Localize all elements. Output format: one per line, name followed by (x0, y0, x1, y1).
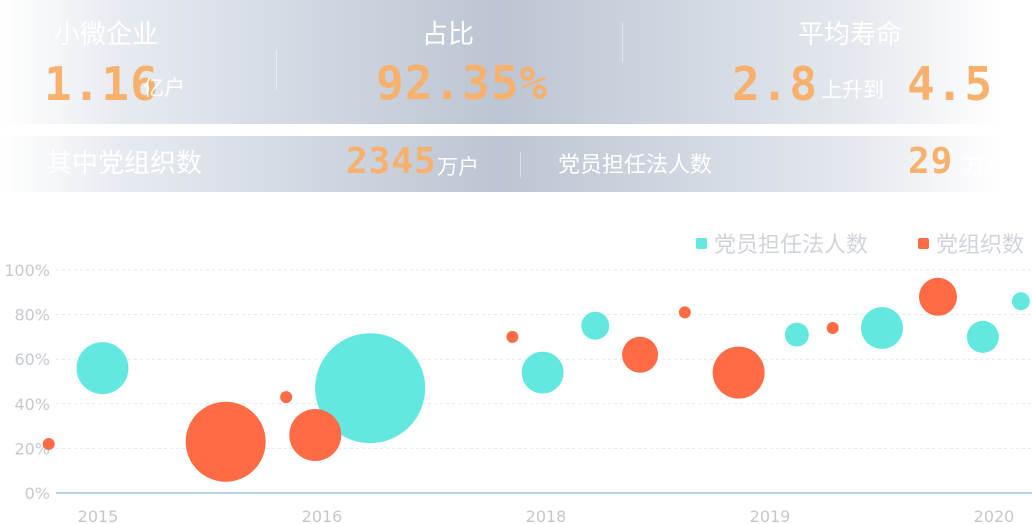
legend-swatch-orgs (918, 237, 929, 249)
bubbles (42, 277, 1030, 482)
party-orgs-value: 2345 (346, 141, 437, 182)
bubble-legal-persons[interactable] (581, 311, 610, 340)
lifespan-label: 平均寿命 (798, 20, 903, 50)
bubble-legal-persons[interactable] (315, 333, 426, 444)
y-tick-labels: 0% 20% 40% 60% 80% 100% (4, 261, 50, 503)
legend-item-orgs[interactable]: 党组织数 (918, 230, 1025, 258)
bubble-party-orgs[interactable] (622, 336, 659, 373)
legal-persons-unit: 万户 (963, 155, 1005, 179)
bubble-party-orgs[interactable] (506, 330, 519, 343)
x-tick-label: 2018 (526, 507, 567, 524)
panel-divider (276, 50, 277, 90)
lifespan-to-value: 4.5 (907, 57, 994, 111)
legend-swatch-legal (696, 237, 707, 249)
bubble-legal-persons[interactable] (76, 342, 129, 395)
bubble-party-orgs[interactable] (42, 437, 55, 450)
y-tick-label: 20% (14, 439, 50, 458)
bubble-party-orgs[interactable] (826, 321, 839, 334)
legend-item-legal[interactable]: 党员担任法人数 (696, 230, 869, 258)
bubble-legal-persons[interactable] (861, 306, 903, 349)
bubble-legal-persons[interactable] (966, 320, 999, 353)
bubble-party-orgs[interactable] (712, 346, 765, 399)
share-label: 占比 (422, 20, 475, 50)
bubble-party-orgs[interactable] (678, 306, 691, 319)
bubble-legal-persons[interactable] (784, 322, 809, 347)
y-tick-label: 40% (14, 395, 50, 414)
x-tick-label: 2020 (974, 507, 1015, 524)
bubble-party-orgs[interactable] (185, 401, 266, 482)
panel-divider (622, 22, 623, 62)
bubble-party-orgs[interactable] (289, 409, 342, 462)
legend-label-orgs: 党组织数 (936, 233, 1025, 258)
bubble-legal-persons[interactable] (1011, 292, 1030, 311)
bubble-legal-persons[interactable] (521, 351, 564, 394)
small-business-value: 1.16 (44, 57, 159, 111)
y-tick-label: 80% (14, 306, 50, 325)
panel-divider (520, 152, 521, 178)
lifespan-rise-label: 上升到 (821, 78, 884, 102)
legal-persons-value: 29 (908, 141, 954, 182)
party-orgs-label: 其中党组织数 (46, 149, 203, 179)
x-tick-label: 2015 (78, 507, 119, 524)
small-business-label: 小微企业 (54, 20, 159, 50)
x-tick-label: 2016 (302, 507, 343, 524)
bubble-party-orgs[interactable] (919, 277, 957, 316)
small-business-unit: 亿户 (143, 76, 185, 100)
legal-persons-label: 党员担任法人数 (558, 153, 713, 178)
y-tick-label: 60% (14, 350, 50, 369)
bubble-party-orgs[interactable] (280, 391, 293, 404)
x-tick-label: 2019 (750, 507, 791, 524)
summary-panel (0, 0, 1000, 124)
x-tick-labels: 2015 2016 2018 2019 2020 (78, 507, 1015, 524)
legend-label-legal: 党员担任法人数 (714, 233, 869, 258)
party-orgs-unit: 万户 (437, 155, 479, 179)
lifespan-from-value: 2.8 (732, 57, 819, 111)
party-stats-panel (0, 136, 1000, 192)
y-tick-label: 0% (25, 484, 50, 503)
share-value: 92.35% (376, 56, 549, 110)
y-tick-label: 100% (4, 261, 50, 280)
